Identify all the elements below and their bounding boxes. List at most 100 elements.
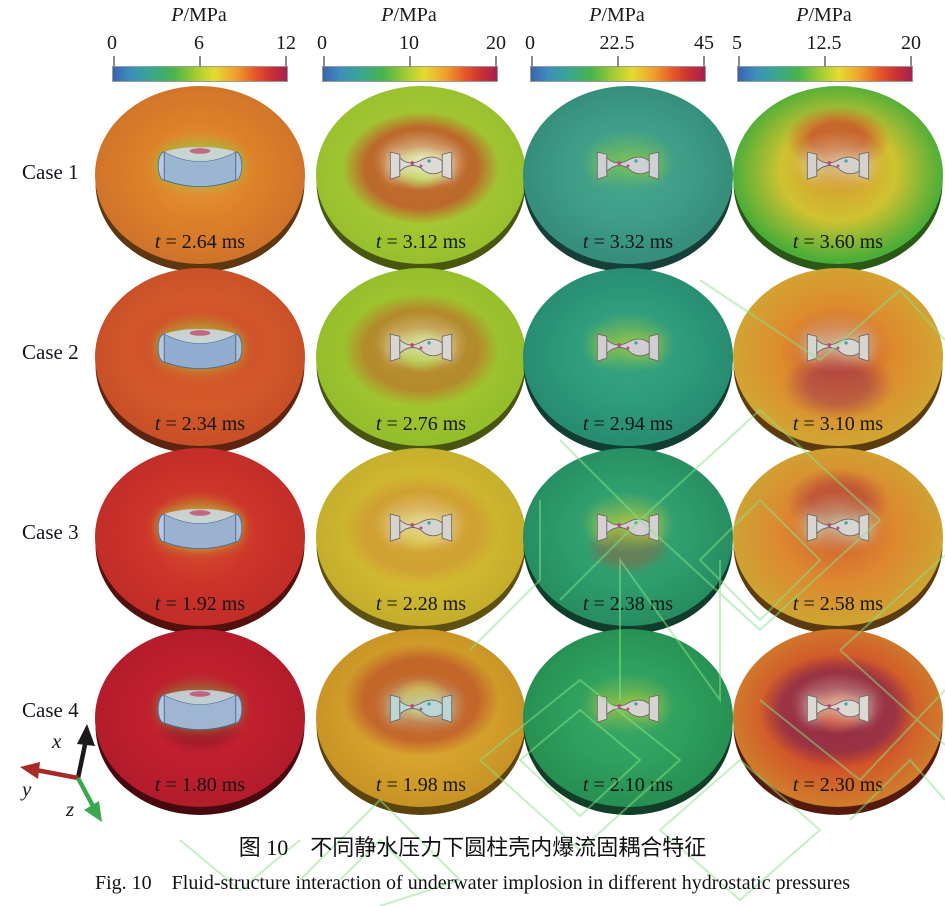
colorbar-tick-labels: 0 6 12 [107, 32, 296, 54]
pressure-contour-cell: t = 2.10 ms [523, 629, 733, 815]
cylindrical-shell-icon [389, 694, 453, 723]
time-label: t = 2.76 ms [316, 413, 526, 436]
time-symbol: t [582, 413, 589, 435]
time-value: = 2.34 ms [165, 413, 246, 435]
time-label: t = 1.92 ms [95, 593, 305, 616]
colorbar-title: P/MPa [381, 4, 437, 26]
colorbar-tickmark [824, 56, 826, 67]
time-value: = 2.28 ms [386, 593, 467, 615]
time-value: = 2.38 ms [593, 593, 674, 615]
pressure-contour-cell: t = 3.10 ms [733, 268, 943, 454]
cylindrical-shell-icon [806, 333, 870, 362]
cylindrical-shell-icon [596, 694, 660, 723]
pressure-contour-cell: t = 2.28 ms [316, 448, 526, 634]
colorbar-tickmark [323, 56, 325, 67]
pressure-contour-disc: t = 2.10 ms [523, 629, 733, 807]
y-axis-arrow [20, 762, 79, 781]
colorbar-tickmark [531, 56, 533, 67]
pressure-contour-cell: t = 3.60 ms [733, 86, 943, 272]
colorbar-tickmark [910, 56, 912, 67]
pressure-contour-disc: t = 2.28 ms [316, 448, 526, 626]
time-label: t = 3.32 ms [523, 231, 733, 254]
colorbar-tickmark [738, 56, 740, 67]
pressure-contour-cell: t = 2.30 ms [733, 629, 943, 815]
time-symbol: t [154, 593, 161, 615]
time-symbol: t [792, 593, 799, 615]
colorbar-title: P/MPa [796, 4, 852, 26]
time-symbol: t [792, 413, 799, 435]
cylindrical-shell-icon [157, 329, 243, 370]
time-value: = 3.60 ms [803, 231, 884, 253]
pressure-contour-cell: t = 3.32 ms [523, 86, 733, 272]
pressure-contour-disc: t = 3.32 ms [523, 86, 733, 264]
case-4-label: Case 4 [22, 698, 79, 722]
time-symbol: t [375, 413, 382, 435]
time-symbol: t [375, 774, 382, 796]
time-label: t = 3.10 ms [733, 413, 943, 436]
pressure-contour-disc: t = 2.34 ms [95, 268, 305, 446]
pressure-contour-cell: t = 2.94 ms [523, 268, 733, 454]
x-axis-label: x [51, 729, 62, 753]
time-symbol: t [154, 231, 161, 253]
cylindrical-shell-icon [389, 513, 453, 542]
time-value: = 2.64 ms [165, 231, 246, 253]
cylindrical-shell-icon [806, 513, 870, 542]
colorbar-tickmark [199, 56, 201, 67]
case-1-label: Case 1 [22, 160, 79, 184]
pressure-contour-cell: t = 1.98 ms [316, 629, 526, 815]
colorbar-tickmark [285, 56, 287, 67]
pressure-contour-cell: t = 2.64 ms [95, 86, 305, 272]
colorbar-tickmark [703, 56, 705, 67]
cylindrical-shell-icon [157, 509, 243, 550]
time-value: = 2.76 ms [386, 413, 467, 435]
time-symbol: t [582, 593, 589, 615]
pressure-contour-cell: t = 2.38 ms [523, 448, 733, 634]
colorbar-tickmark [495, 56, 497, 67]
colorbar-title: P/MPa [171, 4, 227, 26]
colorbar-tickmark [617, 56, 619, 67]
pressure-contour-cell: t = 1.92 ms [95, 448, 305, 634]
pressure-contour-disc: t = 2.94 ms [523, 268, 733, 446]
time-label: t = 2.64 ms [95, 231, 305, 254]
colorbar-gradient-bar [737, 56, 913, 82]
colorbar-gradient-bar [322, 56, 498, 82]
colorbar-tick-labels: 0 22.5 45 [525, 32, 714, 54]
cylindrical-shell-icon [806, 151, 870, 180]
time-symbol: t [792, 774, 799, 796]
cylindrical-shell-icon [157, 690, 243, 731]
pressure-contour-disc: t = 2.58 ms [733, 448, 943, 626]
colorbar-title: P/MPa [589, 4, 645, 26]
colorbar-tick-labels: 0 10 20 [317, 32, 506, 54]
pressure-contour-cell: t = 3.12 ms [316, 86, 526, 272]
pressure-contour-disc: t = 2.76 ms [316, 268, 526, 446]
time-value: = 2.94 ms [593, 413, 674, 435]
cylindrical-shell-icon [596, 151, 660, 180]
x-axis-arrow [75, 724, 95, 779]
pressure-contour-disc: t = 2.64 ms [95, 86, 305, 264]
time-value: = 3.10 ms [803, 413, 884, 435]
time-label: t = 3.12 ms [316, 231, 526, 254]
case-3-label: Case 3 [22, 520, 79, 544]
time-label: t = 2.30 ms [733, 774, 943, 797]
pressure-contour-disc: t = 2.30 ms [733, 629, 943, 807]
colorbar-tickmark [409, 56, 411, 67]
cylindrical-shell-icon [389, 151, 453, 180]
time-value: = 3.12 ms [386, 231, 467, 253]
y-axis-label: y [20, 777, 32, 801]
time-label: t = 2.34 ms [95, 413, 305, 436]
time-value: = 2.30 ms [803, 774, 884, 796]
time-label: t = 2.38 ms [523, 593, 733, 616]
case-2-label: Case 2 [22, 340, 79, 364]
colorbar-tickmark [113, 56, 115, 67]
pressure-contour-disc: t = 3.60 ms [733, 86, 943, 264]
z-axis-arrow [76, 776, 102, 822]
time-value: = 2.58 ms [803, 593, 884, 615]
pressure-contour-disc: t = 1.92 ms [95, 448, 305, 626]
pressure-contour-cell: t = 2.76 ms [316, 268, 526, 454]
pressure-contour-disc: t = 3.12 ms [316, 86, 526, 264]
time-value: = 3.32 ms [593, 231, 674, 253]
time-label: t = 3.60 ms [733, 231, 943, 254]
time-value: = 1.98 ms [386, 774, 467, 796]
colorbar-gradient-bar [530, 56, 706, 82]
